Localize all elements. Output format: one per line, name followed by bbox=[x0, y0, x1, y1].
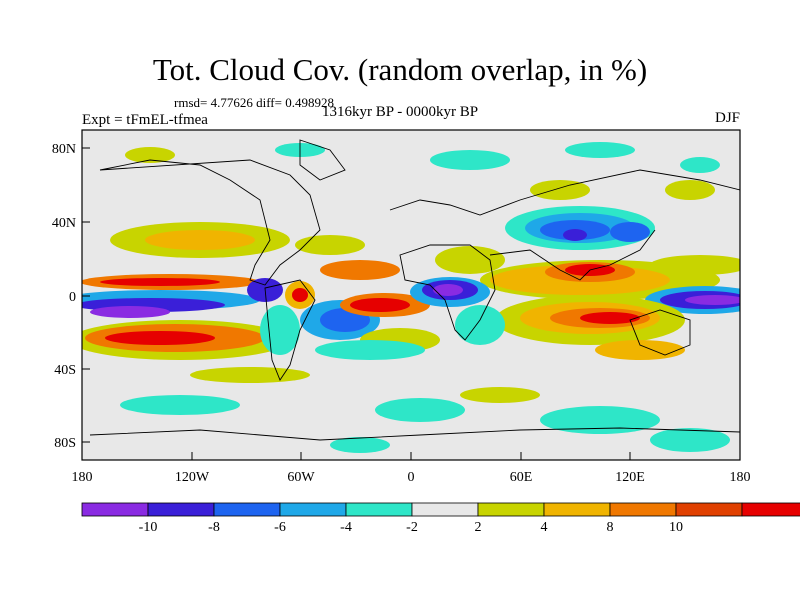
plot-title: Tot. Cloud Cov. (random overlap, in %) bbox=[152, 52, 648, 87]
colorbar-labels: -10 -8 -6 -4 -2 2 4 8 10 bbox=[139, 520, 683, 535]
lat-label: 40S bbox=[54, 363, 76, 378]
colorbar-label: 2 bbox=[475, 520, 482, 535]
colorbar-box bbox=[147, 502, 215, 517]
stats-text: rmsd= 4.77626 diff= 0.498928 bbox=[174, 95, 334, 110]
lon-label: 120E bbox=[615, 470, 645, 485]
lat-ticks bbox=[82, 147, 90, 443]
colorbar-label: 8 bbox=[607, 520, 614, 535]
lon-label: 180 bbox=[72, 470, 93, 485]
colorbar-box bbox=[345, 502, 413, 517]
colorbar-box bbox=[81, 502, 149, 517]
colorbar-label: 4 bbox=[541, 520, 548, 535]
lon-label: 60E bbox=[510, 470, 533, 485]
coastlines bbox=[89, 139, 740, 441]
anomaly-field bbox=[82, 130, 740, 460]
colorbar bbox=[81, 502, 800, 517]
lon-label: 120W bbox=[175, 470, 210, 485]
experiment-label: Expt = tFmEL-tfmea bbox=[82, 112, 208, 128]
lon-label: 180 bbox=[730, 470, 751, 485]
lat-label: 80S bbox=[54, 436, 76, 451]
colorbar-box bbox=[609, 502, 677, 517]
colorbar-box bbox=[543, 502, 611, 517]
lat-label: 40N bbox=[52, 216, 76, 231]
colorbar-box bbox=[741, 502, 800, 517]
colorbar-label: -2 bbox=[406, 520, 418, 535]
period-label: 1316kyr BP - 0000kyr BP bbox=[322, 104, 479, 120]
colorbar-label: 10 bbox=[669, 520, 683, 535]
colorbar-label: -10 bbox=[139, 520, 158, 535]
colorbar-box bbox=[411, 502, 479, 517]
colorbar-box bbox=[477, 502, 545, 517]
colorbar-box bbox=[279, 502, 347, 517]
colorbar-label: -8 bbox=[208, 520, 220, 535]
lat-label: 80N bbox=[52, 142, 76, 157]
colorbar-label: -6 bbox=[274, 520, 286, 535]
season-label: DJF bbox=[714, 110, 740, 126]
lat-label: 0 bbox=[69, 290, 76, 305]
colorbar-box bbox=[675, 502, 743, 517]
colorbar-box bbox=[213, 502, 281, 517]
colorbar-label: -4 bbox=[340, 520, 352, 535]
lon-label: 60W bbox=[287, 470, 315, 485]
lon-ticks bbox=[81, 452, 741, 460]
lon-label: 0 bbox=[408, 470, 415, 485]
